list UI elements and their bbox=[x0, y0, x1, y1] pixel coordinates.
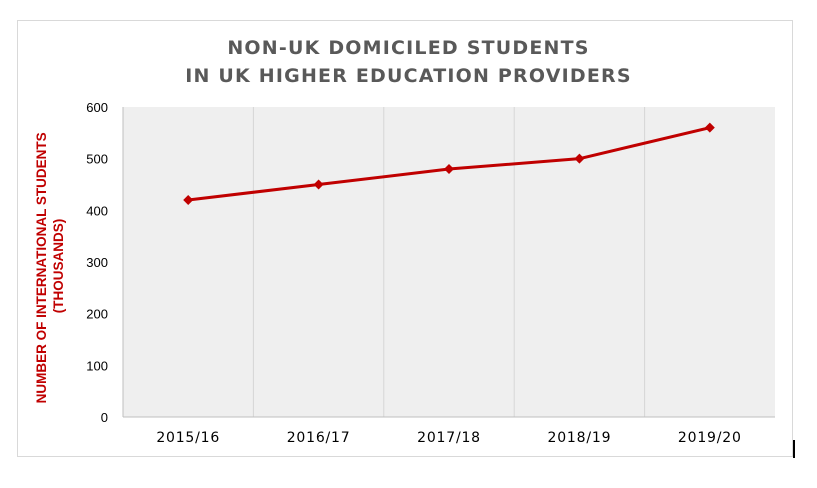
y-axis-label-line-2: (THOUSANDS) bbox=[51, 219, 66, 314]
data-point bbox=[183, 195, 194, 205]
chart-title-line-2: IN UK HIGHER EDUCATION PROVIDERS bbox=[185, 65, 632, 87]
y-tick-label: 500 bbox=[86, 152, 108, 167]
y-tick-label: 400 bbox=[86, 203, 108, 218]
x-axis-ticks: 2015/16 2016/17 2017/18 2018/19 2019/20 bbox=[156, 430, 741, 446]
chart-title: NON-UK DOMICILED STUDENTS IN UK HIGHER E… bbox=[0, 34, 817, 90]
y-tick-label: 0 bbox=[101, 410, 108, 425]
chart-title-line-1: NON-UK DOMICILED STUDENTS bbox=[227, 37, 590, 59]
x-tick-label: 2016/17 bbox=[287, 430, 351, 446]
x-tick-label: 2019/20 bbox=[678, 430, 742, 446]
y-tick-label: 600 bbox=[86, 100, 108, 115]
data-point bbox=[704, 122, 715, 133]
x-tick-label: 2017/18 bbox=[417, 430, 481, 446]
data-point bbox=[574, 153, 585, 164]
gridlines bbox=[122, 107, 775, 418]
y-tick-label: 200 bbox=[86, 307, 108, 322]
series-layer bbox=[183, 122, 715, 205]
y-axis-label-line-1: NUMBER OF INTERNATIONAL STUDENTS bbox=[34, 132, 49, 403]
y-tick-label: 300 bbox=[86, 255, 108, 270]
text-cursor bbox=[793, 440, 795, 458]
data-point bbox=[313, 179, 324, 190]
y-axis-label: NUMBER OF INTERNATIONAL STUDENTS (THOUSA… bbox=[34, 129, 66, 404]
y-tick-label: 100 bbox=[86, 358, 108, 373]
data-point bbox=[444, 164, 454, 174]
x-tick-label: 2018/19 bbox=[548, 430, 612, 446]
x-tick-label: 2015/16 bbox=[156, 430, 220, 446]
y-axis-ticks: 0 100 200 300 400 500 600 bbox=[86, 100, 108, 425]
plot-area bbox=[123, 107, 775, 417]
